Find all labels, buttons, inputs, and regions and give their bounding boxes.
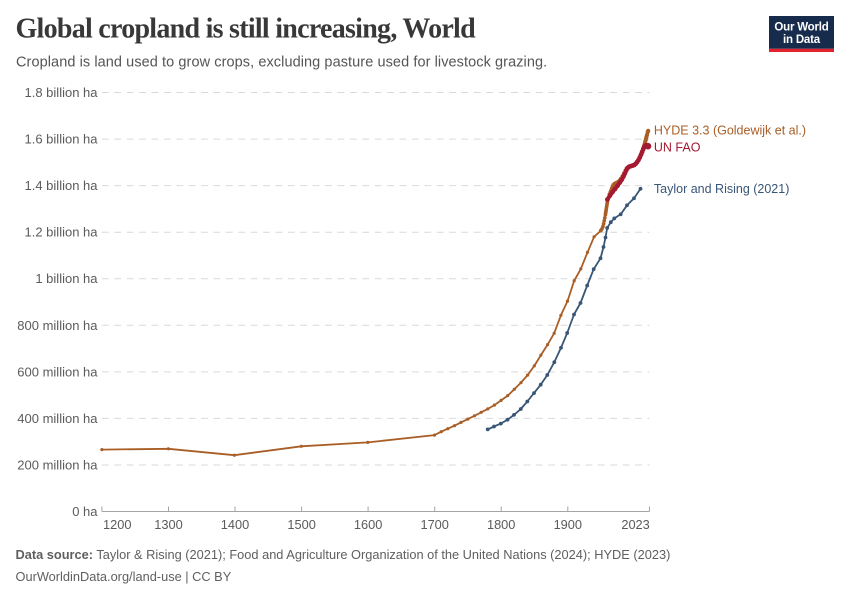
svg-text:1900: 1900 bbox=[554, 517, 582, 532]
svg-text:600 million ha: 600 million ha bbox=[17, 364, 98, 379]
svg-text:HYDE 3.3 (Goldewijk et al.): HYDE 3.3 (Goldewijk et al.) bbox=[654, 124, 806, 138]
svg-text:Our World: Our World bbox=[774, 21, 828, 33]
svg-text:Data source: Taylor & Rising (: Data source: Taylor & Rising (2021); Foo… bbox=[16, 547, 671, 562]
svg-text:OurWorldinData.org/land-use |: OurWorldinData.org/land-use | CC BY bbox=[16, 569, 232, 584]
svg-text:1.6 billion ha: 1.6 billion ha bbox=[25, 132, 99, 147]
svg-text:1.8 billion ha: 1.8 billion ha bbox=[25, 85, 99, 100]
svg-text:800 million ha: 800 million ha bbox=[17, 318, 98, 333]
svg-text:1700: 1700 bbox=[420, 517, 448, 532]
svg-text:200 million ha: 200 million ha bbox=[17, 457, 98, 472]
svg-text:400 million ha: 400 million ha bbox=[17, 411, 98, 426]
svg-text:1 billion ha: 1 billion ha bbox=[35, 271, 98, 286]
svg-text:1600: 1600 bbox=[354, 517, 382, 532]
svg-text:Cropland is land used to grow: Cropland is land used to grow crops, exc… bbox=[16, 55, 547, 71]
svg-text:1200: 1200 bbox=[103, 517, 131, 532]
svg-text:1800: 1800 bbox=[487, 517, 515, 532]
svg-text:1.2 billion ha: 1.2 billion ha bbox=[25, 225, 99, 240]
svg-text:1.4 billion ha: 1.4 billion ha bbox=[25, 178, 99, 193]
svg-text:Taylor and Rising (2021): Taylor and Rising (2021) bbox=[654, 182, 790, 196]
svg-text:1500: 1500 bbox=[287, 517, 315, 532]
svg-text:in Data: in Data bbox=[783, 34, 821, 46]
svg-text:UN FAO: UN FAO bbox=[654, 140, 701, 154]
svg-text:1300: 1300 bbox=[154, 517, 182, 532]
svg-text:2023: 2023 bbox=[621, 517, 649, 532]
svg-text:Global cropland is still incre: Global cropland is still increasing, Wor… bbox=[16, 13, 477, 44]
svg-text:1400: 1400 bbox=[221, 517, 249, 532]
svg-text:0 ha: 0 ha bbox=[72, 504, 98, 519]
